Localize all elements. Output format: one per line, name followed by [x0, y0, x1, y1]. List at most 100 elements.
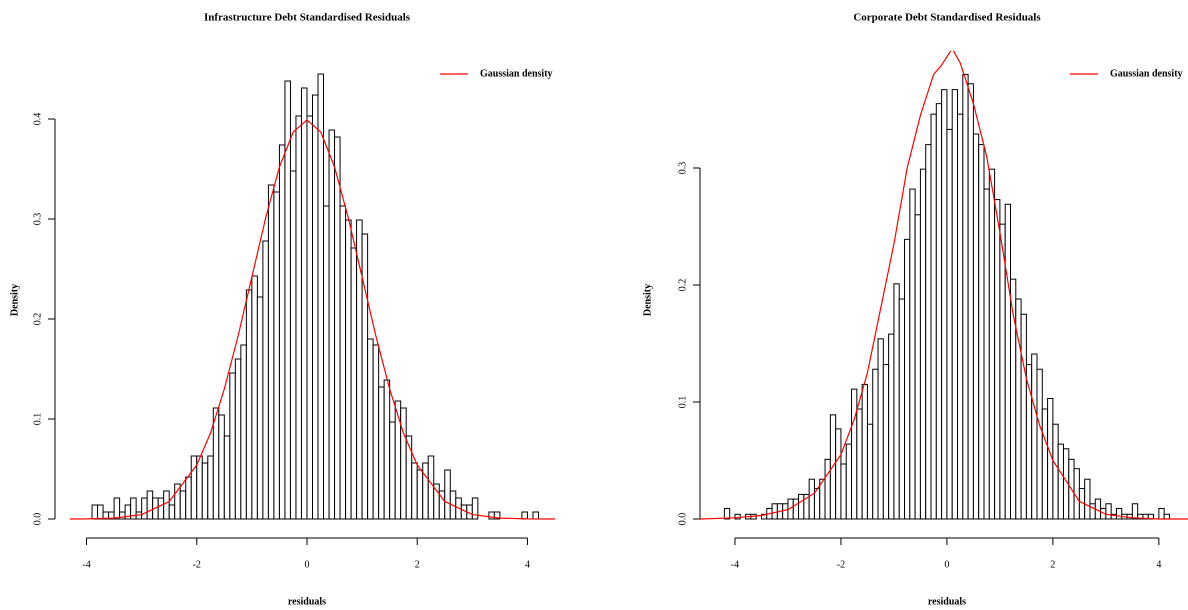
bar: [1036, 368, 1043, 520]
bar: [267, 184, 275, 520]
bar: [91, 504, 99, 520]
x-axis-label: residuals: [928, 596, 966, 607]
bar: [898, 298, 906, 520]
bar: [300, 87, 308, 520]
x-tick-label: 0: [304, 559, 309, 570]
bar: [339, 205, 347, 520]
bar: [163, 490, 170, 520]
bar: [962, 73, 969, 520]
bar: [723, 507, 731, 520]
bar: [295, 115, 302, 520]
bar: [328, 129, 336, 520]
bar: [877, 338, 884, 520]
bar: [532, 511, 539, 520]
bar: [262, 240, 269, 520]
x-axis-label: residuals: [288, 596, 326, 607]
bar: [433, 483, 440, 520]
bar: [196, 455, 203, 520]
x-tick-label: 0: [944, 559, 949, 570]
bar: [882, 364, 890, 520]
legend-label: Gaussian density: [480, 68, 553, 79]
x-tick-label: 2: [415, 559, 420, 570]
bar: [273, 191, 280, 520]
bar: [835, 428, 842, 520]
bar: [972, 133, 980, 520]
bar: [278, 144, 286, 520]
x-tick-label: -4: [82, 559, 90, 570]
bar: [427, 455, 435, 520]
x-tick-label: 4: [1156, 559, 1161, 570]
y-axis-label: Density: [9, 284, 20, 316]
bar: [256, 296, 264, 520]
legend-label: Gaussian density: [1110, 68, 1183, 79]
bar: [367, 338, 374, 520]
y-tick-label: 0.3: [677, 162, 688, 175]
bar: [734, 513, 741, 520]
bar: [1041, 408, 1049, 520]
bar: [1089, 503, 1096, 520]
bar: [234, 358, 242, 520]
panel: Infrastructure Debt Standardised Residua…: [9, 12, 555, 607]
bar: [988, 168, 996, 520]
bar: [179, 490, 187, 520]
bar: [130, 497, 137, 520]
y-tick-label: 0.1: [677, 396, 688, 409]
bar: [185, 476, 192, 520]
bar: [957, 113, 964, 520]
bar: [119, 511, 126, 520]
bar: [97, 504, 104, 520]
bar: [1057, 443, 1064, 520]
bar: [824, 458, 831, 520]
bar: [345, 219, 352, 520]
y-tick-label: 0.3: [32, 213, 43, 226]
y-tick-label: 0.0: [677, 513, 688, 526]
bar: [872, 368, 879, 520]
bar: [999, 223, 1006, 520]
bar: [1084, 478, 1091, 520]
bar: [306, 115, 314, 520]
bar: [946, 128, 953, 520]
panel: Corporate Debt Standardised Residuals res…: [642, 12, 1188, 607]
bar: [350, 247, 358, 520]
bar: [383, 379, 391, 520]
bar: [141, 497, 148, 520]
y-axis-label: Density: [642, 284, 653, 316]
bar: [919, 168, 927, 520]
density-line: [700, 51, 1188, 520]
bar: [416, 469, 424, 520]
bar: [471, 497, 479, 520]
bar: [914, 214, 921, 520]
bar: [378, 386, 385, 520]
bar: [394, 400, 402, 520]
bar: [405, 435, 413, 520]
chart-title: Infrastructure Debt Standardised Residua…: [204, 12, 411, 24]
bar: [334, 136, 341, 520]
bar: [845, 443, 853, 520]
y-tick-label: 0.2: [32, 313, 43, 326]
x-tick-label: 4: [525, 559, 530, 570]
bar: [782, 503, 789, 520]
bar: [1158, 507, 1165, 520]
plot-area: [70, 73, 555, 520]
bar: [925, 144, 932, 520]
bar: [866, 423, 874, 520]
bar: [372, 344, 380, 520]
bar: [808, 478, 815, 520]
bar: [1115, 507, 1123, 520]
chart-title: Corporate Debt Standardised Residuals: [853, 12, 1041, 24]
bar: [1105, 503, 1112, 520]
bar: [251, 275, 258, 520]
bar: [941, 89, 948, 520]
bar: [798, 493, 805, 520]
bar: [361, 233, 369, 520]
bar: [1052, 423, 1059, 520]
bar: [893, 283, 900, 520]
bar: [840, 463, 847, 520]
x-tick-label: -2: [837, 559, 845, 570]
bar: [240, 344, 247, 520]
bar: [967, 83, 974, 520]
density-line: [70, 119, 555, 520]
x-tick-label: -4: [731, 559, 739, 570]
bar: [1020, 313, 1027, 520]
bar: [521, 511, 528, 520]
